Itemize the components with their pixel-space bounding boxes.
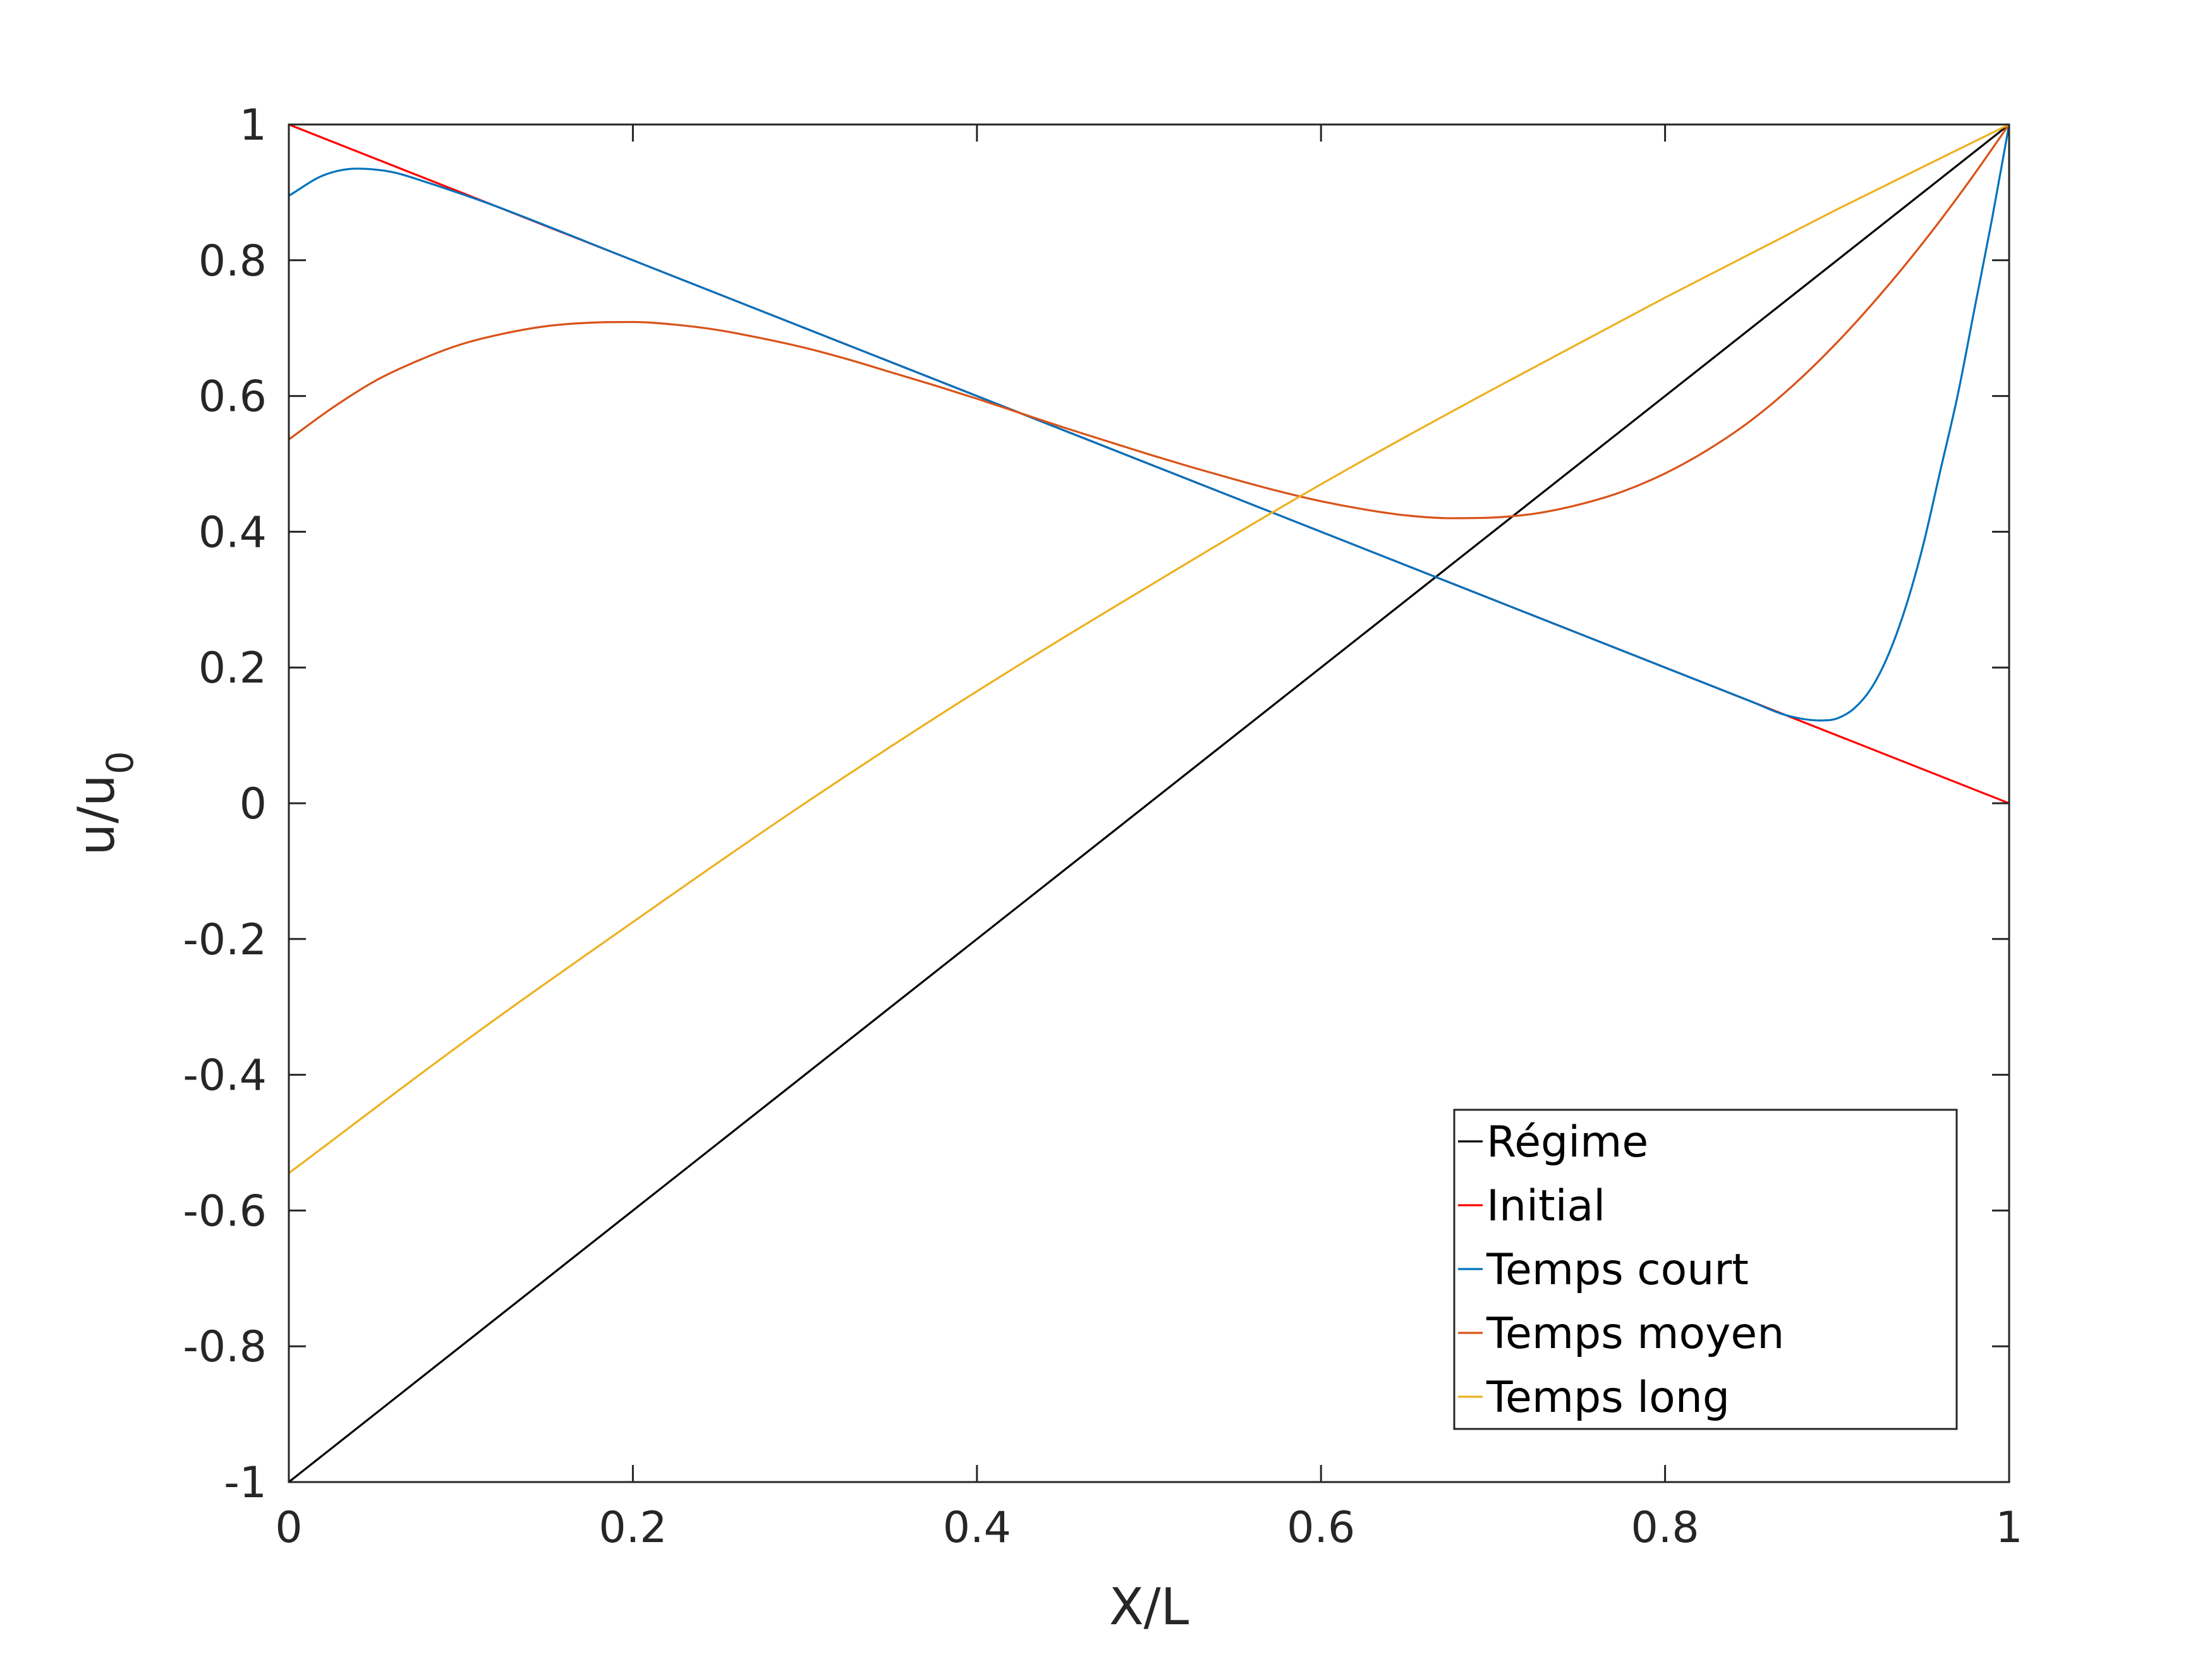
y-tick-label: -1 [224, 1458, 267, 1508]
legend-label: Temps moyen [1486, 1309, 1784, 1359]
legend-label: Temps long [1486, 1373, 1730, 1423]
y-tick-label: 0 [240, 779, 267, 829]
legend-label: Régime [1486, 1117, 1648, 1167]
tick-labels-layer: 0 0.2 0.4 0.6 0.8 1 -1 -0.8 -0.6 -0.4 -0.2 0 0.2 0.4 0… [183, 100, 2022, 1553]
y-tick-label: 0.4 [198, 507, 267, 557]
legend-label: Temps court [1486, 1245, 1749, 1295]
x-axis-title: X/L [1109, 1577, 1189, 1636]
y-axis-title-main: u/u [67, 774, 126, 855]
y-tick-label: 0.8 [198, 236, 267, 286]
legend-entries: Régime Initial Temps court Temps moyen Temps… [1458, 1117, 1784, 1423]
legend-label: Initial [1486, 1181, 1605, 1231]
series-layer [288, 123, 2010, 1483]
y-tick-label: -0.2 [183, 915, 267, 965]
x-tick-label: 0.2 [599, 1503, 667, 1553]
y-axis-title: u/u0 [67, 751, 142, 855]
y-tick-label: -0.8 [183, 1322, 267, 1372]
x-tick-label: 0 [275, 1503, 302, 1553]
x-tick-label: 0.8 [1631, 1503, 1699, 1553]
y-axis-title-group: u/u0 [67, 751, 142, 855]
ticks-layer [288, 123, 2010, 1483]
y-tick-label: -0.6 [183, 1186, 267, 1236]
y-tick-label: 1 [240, 100, 267, 150]
y-tick-label: 0.2 [198, 643, 267, 693]
x-tick-label: 1 [1995, 1503, 2022, 1553]
x-tick-label: 0.4 [943, 1503, 1011, 1553]
x-tick-label: 0.6 [1287, 1503, 1355, 1553]
y-axis-title-subscript: 0 [99, 751, 142, 774]
legend: Régime Initial Temps court Temps moyen Temps… [1453, 1109, 1958, 1430]
legend-box [1453, 1109, 1958, 1430]
y-tick-label: -0.4 [183, 1051, 267, 1101]
series-line-regime [288, 123, 2010, 1483]
series-line-temps-long [288, 123, 2010, 1174]
series-line-temps-court [288, 124, 2010, 722]
series-line-temps-moyen [288, 124, 2010, 520]
y-tick-label: 0.6 [198, 372, 267, 422]
